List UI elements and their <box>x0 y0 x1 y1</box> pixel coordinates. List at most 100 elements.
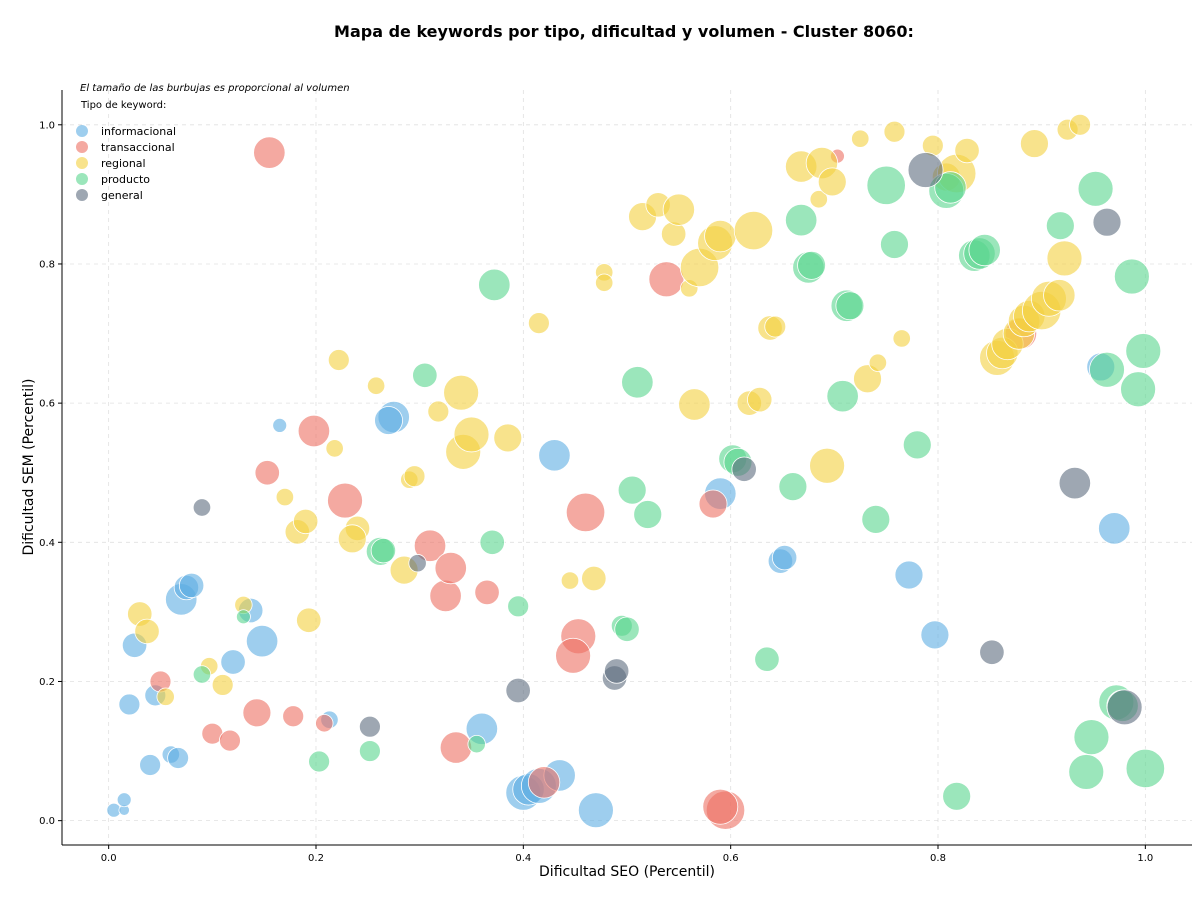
bubble-producto <box>1073 719 1110 756</box>
bubble-regional <box>704 219 737 253</box>
bubble-transaccional <box>474 579 500 606</box>
bubble-producto <box>308 750 331 773</box>
y-tick-label: 0.6 <box>39 399 55 410</box>
bubble-informacional <box>577 792 614 829</box>
bubble-regional <box>327 349 350 371</box>
y-tick-label: 0.0 <box>39 816 55 827</box>
bubble-transaccional <box>648 261 685 298</box>
bubble-transaccional <box>702 788 739 825</box>
bubble-transaccional <box>698 489 728 519</box>
y-axis-label: Dificultad SEM (Percentil) <box>21 379 37 556</box>
bubble-producto <box>621 366 654 399</box>
x-tick-label: 0.8 <box>930 853 946 864</box>
bubble-transaccional <box>429 579 462 613</box>
bubble-regional <box>954 137 980 164</box>
y-tick-label: 0.8 <box>39 259 55 270</box>
bubble-informacional <box>139 754 162 776</box>
x-tick-label: 0.2 <box>308 853 324 864</box>
bubble-producto <box>880 230 909 259</box>
bubble-producto <box>866 165 906 205</box>
bubble-regional <box>156 687 175 706</box>
bubble-informacional <box>220 649 246 675</box>
bubble-regional <box>817 167 847 197</box>
bubble-producto <box>1089 351 1125 388</box>
bubble-general <box>979 639 1005 665</box>
legend-label-general: general <box>101 189 143 202</box>
bubble-transaccional <box>297 414 331 448</box>
bubble-producto <box>826 380 859 413</box>
bubble-producto <box>1113 258 1150 295</box>
bubble-informacional <box>272 418 288 433</box>
bubble-producto <box>778 472 808 502</box>
bubble-general <box>731 456 757 482</box>
bubble-regional <box>325 439 344 458</box>
bubble-transaccional <box>253 136 286 169</box>
bubble-producto <box>467 734 486 754</box>
y-tick-label: 1.0 <box>39 120 55 131</box>
bubble-regional <box>1043 279 1076 312</box>
bubble-regional <box>809 447 845 484</box>
bubble-producto <box>614 616 640 642</box>
bubble-producto <box>754 646 780 672</box>
bubble-producto <box>934 171 967 204</box>
bubble-producto <box>861 504 891 534</box>
x-tick-label: 0.0 <box>101 853 117 864</box>
bubble-informacional <box>894 560 924 590</box>
bubble-producto <box>1125 748 1165 789</box>
bubble-informacional <box>245 624 279 658</box>
bubble-producto <box>968 233 1001 267</box>
x-tick-label: 1.0 <box>1137 853 1153 864</box>
legend-marker-transaccional <box>76 141 88 153</box>
chart-title: Mapa de keywords por tipo, dificultad y … <box>334 22 914 41</box>
bubble-producto <box>1125 333 1162 369</box>
bubble-general <box>907 152 944 188</box>
bubble-regional <box>211 674 234 696</box>
bubble-producto <box>617 475 647 505</box>
bubble-informacional <box>374 406 403 435</box>
bubble-informacional <box>118 693 141 716</box>
bubble-informacional <box>178 572 205 599</box>
bubble-producto <box>633 500 663 529</box>
bubble-general <box>1106 689 1143 726</box>
bubble-producto <box>192 665 212 684</box>
bubble-general <box>408 554 427 573</box>
bubble-transaccional <box>413 529 447 562</box>
bubble-informacional <box>1098 512 1131 545</box>
bubble-transaccional <box>434 551 467 585</box>
bubble-general <box>358 715 381 738</box>
bubble-general <box>505 677 531 704</box>
bubble-transaccional <box>219 729 241 752</box>
legend-marker-informacional <box>76 125 88 137</box>
y-tick-label: 0.4 <box>39 538 55 549</box>
legend-marker-regional <box>76 157 88 169</box>
bubble-general <box>192 498 212 517</box>
bubble-producto <box>358 740 381 762</box>
bubble-producto <box>902 430 932 460</box>
bubble-transaccional <box>439 731 473 764</box>
bubble-regional <box>853 364 882 394</box>
bubble-regional <box>868 353 888 372</box>
bubble-producto <box>785 203 818 237</box>
bubble-regional <box>493 423 523 453</box>
bubble-producto <box>370 538 397 564</box>
bubble-transaccional <box>254 460 280 486</box>
bubble-regional <box>747 387 773 413</box>
bubble-regional <box>883 120 906 143</box>
legend-marker-general <box>76 189 88 201</box>
bubble-regional <box>595 273 614 292</box>
bubble-informacional <box>920 620 950 650</box>
bubble-regional <box>134 618 160 645</box>
bubble-producto <box>835 291 865 321</box>
bubble-regional <box>678 388 711 421</box>
bubble-regional <box>581 565 607 592</box>
bubble-transaccional <box>565 492 606 533</box>
legend-label-informacional: informacional <box>101 125 176 138</box>
bubble-regional <box>366 376 386 395</box>
bubble-producto <box>412 362 438 388</box>
bubble-regional <box>851 129 870 148</box>
bubble-transaccional <box>327 482 363 519</box>
bubble-producto <box>1120 371 1156 408</box>
bubble-regional <box>275 487 295 507</box>
bubble-informacional <box>538 439 571 472</box>
bubble-regional <box>443 374 480 411</box>
